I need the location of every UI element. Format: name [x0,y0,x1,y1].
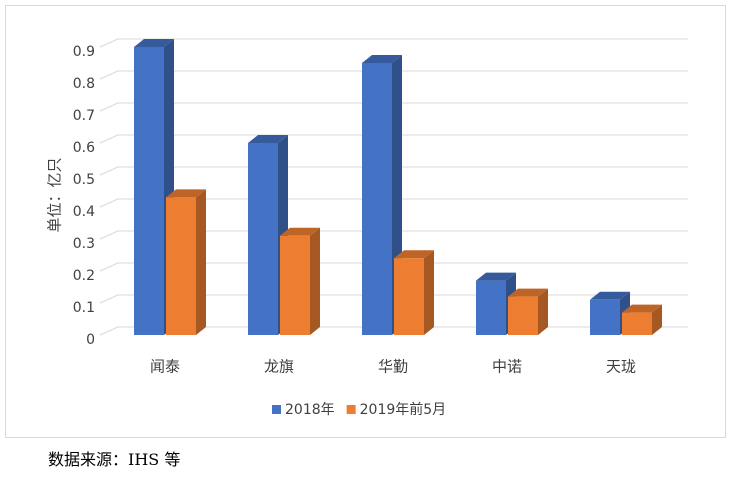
y-tick-label: 0.9 [73,44,95,60]
y-tick-label: 0 [86,332,95,348]
x-tick-label: 龙旗 [264,358,294,376]
grid-line-side [99,38,119,48]
bar-side [538,288,548,335]
bar [476,280,506,335]
y-tick-label: 0.1 [73,300,95,316]
grid-line-side [99,102,119,112]
legend-label: 2019年前5月 [360,401,447,418]
bar-top [166,189,206,198]
bar-side [652,304,662,335]
bar-top [280,227,320,236]
bar-top [508,288,548,297]
legend-label: 2018年 [285,402,335,418]
y-axis-label: 单位：亿只 [46,157,64,232]
y-tick-label: 0.8 [73,76,95,92]
y-tick-label: 0.3 [73,236,95,252]
bar-top [394,250,434,259]
grid-line-side [99,198,119,208]
bar-top [622,304,662,313]
legend-swatch [346,405,356,414]
legend-swatch [272,405,281,414]
chart: 单位：亿只 0 0.1 0.2 0.3 0.4 0.5 0.6 0.7 0.8 0.9 闻泰 龙旗 华勤… [46,38,688,418]
bar [394,258,424,335]
grid-line-side [99,326,119,336]
y-tick-label: 0.4 [73,204,95,220]
y-tick-label: 0.7 [73,108,95,124]
x-tick-label: 中诺 [492,358,522,376]
chart-frame [5,5,726,438]
y-tick-label: 0.6 [73,140,95,156]
bar-side [424,250,434,335]
bar [622,312,652,335]
bar-top [590,291,630,300]
grid-line-side [99,262,119,272]
bar [280,235,310,335]
x-tick-label: 闻泰 [150,358,180,376]
bar [134,47,164,335]
grid-line-side [99,134,119,144]
bar-top [362,55,402,63]
bar [362,63,392,335]
bar-top [476,272,516,281]
bar [166,197,196,335]
bar [590,299,620,335]
grid-line-side [99,230,119,240]
y-tick-label: 0.2 [73,268,95,284]
source: 数据来源：IHS 等 [48,450,181,469]
grid-line-side [99,294,119,304]
bar [508,296,538,335]
bar-top [134,39,174,47]
grid-line-side [99,70,119,80]
bar-top [248,135,288,143]
bar-side [196,189,206,335]
bar-side [310,227,320,335]
y-tick-label: 0.5 [73,172,95,188]
x-tick-label: 天珑 [606,358,636,376]
x-tick-label: 华勤 [378,358,408,376]
bar [248,143,278,335]
grid-line-side [99,166,119,176]
